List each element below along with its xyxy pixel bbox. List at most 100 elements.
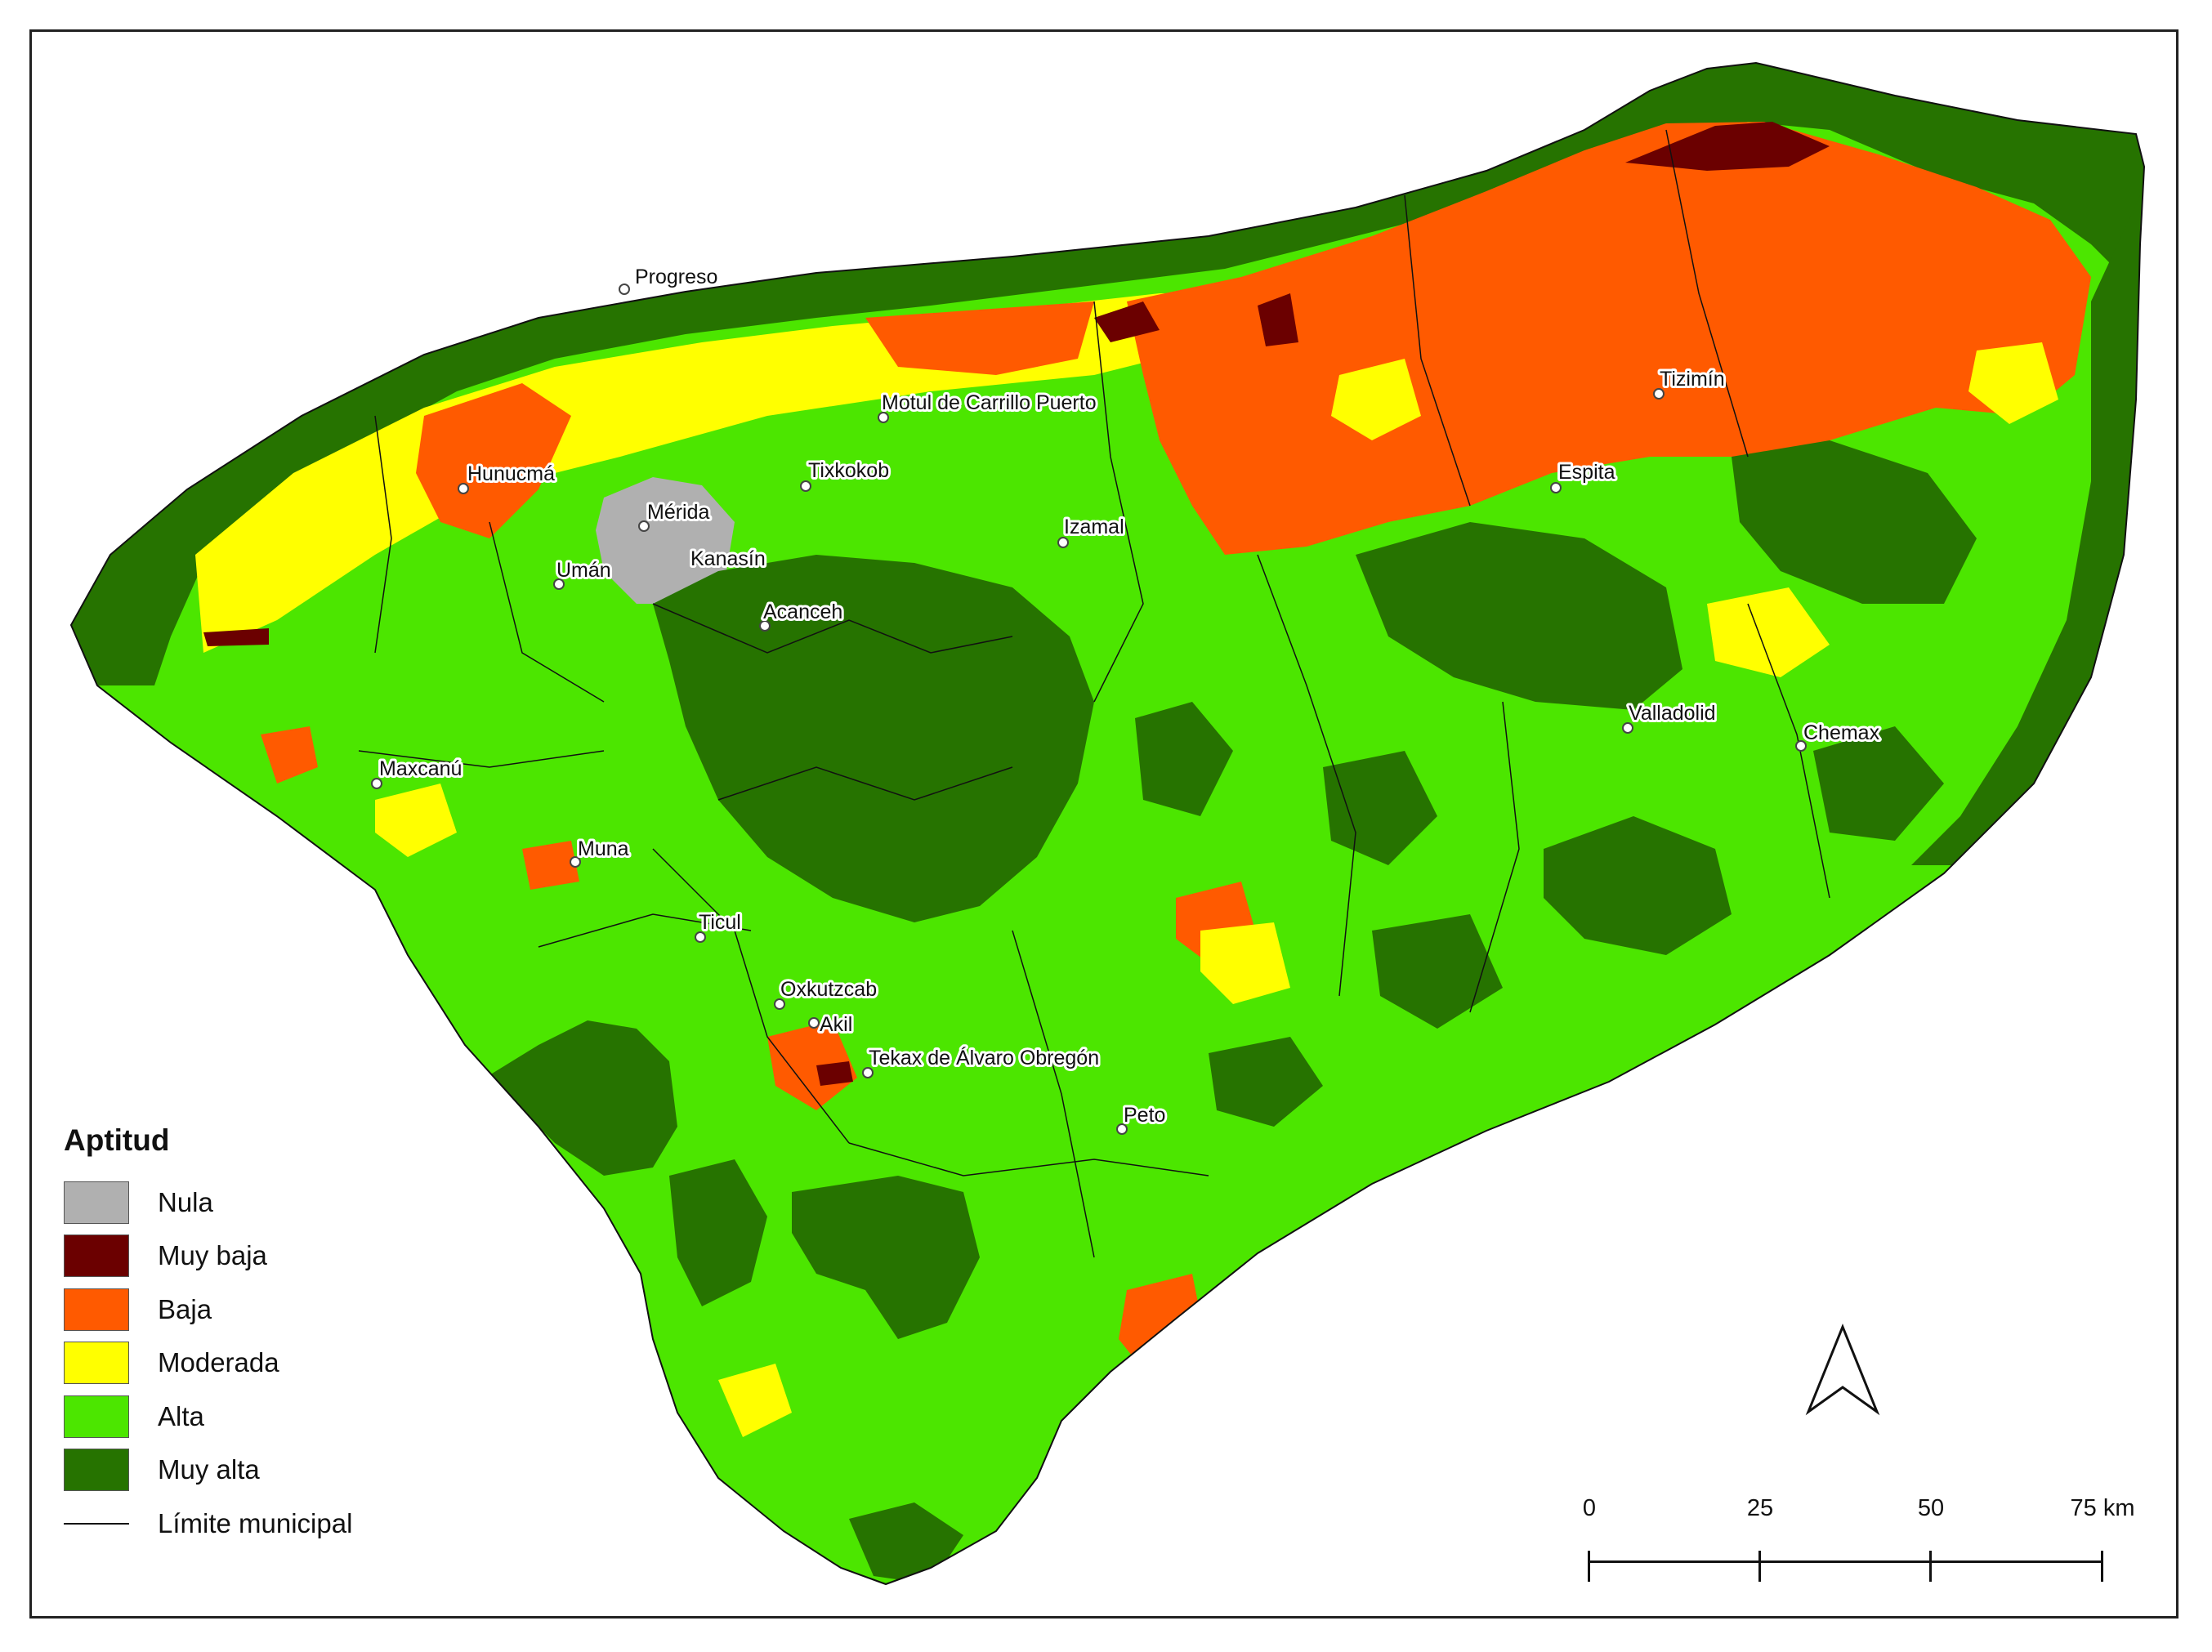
scale-tick — [1758, 1551, 1761, 1582]
muy-alta-south-3 — [792, 1176, 980, 1339]
scale-bar: 0 25 50 75 km — [1577, 1495, 2134, 1593]
moderada-north — [195, 293, 1258, 653]
moderada-east — [1707, 587, 1830, 677]
legend-label: Límite municipal — [158, 1507, 353, 1538]
legend-item-limite-municipal: Límite municipal — [64, 1497, 352, 1551]
city-motul: Motul de Carrillo Puerto — [878, 389, 1099, 423]
city-merida: Mérida — [638, 498, 713, 532]
muy-alta-south-4 — [849, 1502, 963, 1584]
moderada-central — [1200, 922, 1290, 1004]
muy-alta-south-2 — [669, 1159, 767, 1306]
legend-swatch-baja — [64, 1288, 129, 1331]
muy-alta-east-7 — [1372, 914, 1503, 1029]
coastal-strip — [71, 63, 2144, 685]
municipal-boundaries — [358, 129, 1830, 1258]
city-dot — [1057, 537, 1069, 548]
city-kanasin: Kanasín — [688, 545, 768, 573]
city-label: Muna — [578, 837, 629, 860]
map-frame: Progreso Hunucmá Mérida Kanasín Umán Mot… — [29, 29, 2178, 1619]
moderada-south — [718, 1364, 792, 1437]
muy-alta-central — [653, 555, 1094, 922]
legend-label: Alta — [158, 1400, 204, 1431]
city-label: Umán — [556, 559, 611, 582]
city-label: Acanceh — [763, 601, 842, 623]
city-akil: Akil — [808, 1011, 855, 1038]
baja-northeast — [1127, 122, 2091, 555]
city-dot — [1622, 722, 1633, 734]
legend-swatch-alta — [64, 1395, 129, 1438]
scale-line — [1589, 1560, 2103, 1563]
legend-item-baja: Baja — [64, 1283, 352, 1337]
city-muna: Muna — [570, 835, 632, 868]
scale-tick — [2101, 1551, 2103, 1582]
legend-label: Muy baja — [158, 1240, 267, 1271]
scale-tick — [1929, 1551, 1932, 1582]
moderada-ne-2 — [1968, 342, 2058, 424]
city-label: Tekax de Álvaro Obregón — [869, 1046, 1099, 1069]
merida-urban — [596, 477, 735, 604]
legend-swatch-muy-baja — [64, 1235, 129, 1278]
city-dot — [1795, 740, 1807, 752]
legend-label: Muy alta — [158, 1454, 260, 1485]
muy-alta-east-5 — [1135, 702, 1233, 816]
legend-swatch-moderada — [64, 1342, 129, 1385]
legend-item-moderada: Moderada — [64, 1337, 352, 1391]
scale-label-75: 75 km — [2070, 1495, 2135, 1521]
city-tixkokob: Tixkokob — [800, 457, 892, 492]
city-dot — [862, 1067, 874, 1078]
muy-alta-east-2 — [1732, 440, 1977, 604]
city-label: Izamal — [1064, 516, 1124, 538]
city-dot — [638, 520, 650, 532]
baja-central-north — [865, 301, 1094, 375]
city-tizimin: Tizimín — [1653, 365, 1727, 400]
legend-label: Nula — [158, 1186, 213, 1217]
city-label: Motul de Carrillo Puerto — [882, 391, 1097, 414]
city-dot — [1550, 482, 1562, 493]
city-valladolid: Valladolid — [1622, 699, 1718, 734]
city-label: Maxcanú — [379, 757, 462, 780]
legend-swatch-muy-alta — [64, 1449, 129, 1492]
city-label: Ticul — [699, 911, 741, 934]
muy-baja-south — [816, 1061, 853, 1086]
muy-alta-east-6 — [1323, 751, 1437, 865]
north-arrow-icon — [1805, 1324, 1880, 1416]
legend-item-muy-baja: Muy baja — [64, 1230, 352, 1284]
city-maxcanu: Maxcanú — [371, 755, 464, 789]
city-label: Espita — [1558, 461, 1615, 484]
city-dot — [808, 1017, 820, 1029]
baja-south-2 — [1119, 1274, 1209, 1380]
scale-label-50: 50 — [1917, 1495, 1945, 1521]
city-dot — [774, 998, 785, 1010]
moderada-ne-1 — [1331, 359, 1421, 440]
legend-boundary-line — [64, 1522, 129, 1525]
city-espita: Espita — [1550, 458, 1618, 493]
city-dot — [371, 778, 382, 789]
map-canvas: Progreso Hunucmá Mérida Kanasín Umán Mot… — [69, 61, 2146, 1586]
city-label: Valladolid — [1629, 702, 1716, 725]
city-dot — [1116, 1123, 1128, 1135]
scale-tick — [1588, 1551, 1590, 1582]
muy-alta-east-3 — [1544, 816, 1732, 955]
legend-item-nula: Nula — [64, 1176, 352, 1230]
city-hunucma: Hunucmá — [458, 460, 557, 494]
city-dot — [553, 578, 565, 590]
legend: Aptitud Nula Muy baja Baja Moderada Alta… — [64, 1123, 352, 1551]
muy-baja-north-1 — [1625, 122, 1830, 171]
city-dot — [800, 480, 811, 492]
city-label: Tixkokob — [808, 459, 889, 482]
scale-label-25: 25 — [1746, 1495, 1774, 1521]
legend-swatch-nula — [64, 1181, 129, 1224]
city-tekax: Tekax de Álvaro Obregón — [862, 1043, 1102, 1078]
baja-south-1 — [767, 1020, 857, 1110]
city-oxkutzcab: Oxkutzcab — [774, 976, 879, 1010]
muy-alta-south-5 — [1209, 1037, 1323, 1127]
city-label: Tizimín — [1660, 368, 1725, 391]
city-label: Progreso — [635, 266, 717, 288]
baja-west-3 — [522, 841, 579, 890]
baja-west — [416, 383, 571, 538]
city-dot — [878, 412, 889, 423]
city-label: Chemax — [1803, 721, 1880, 744]
legend-item-muy-alta: Muy alta — [64, 1444, 352, 1498]
city-dot — [759, 620, 771, 632]
city-dot — [458, 483, 469, 494]
